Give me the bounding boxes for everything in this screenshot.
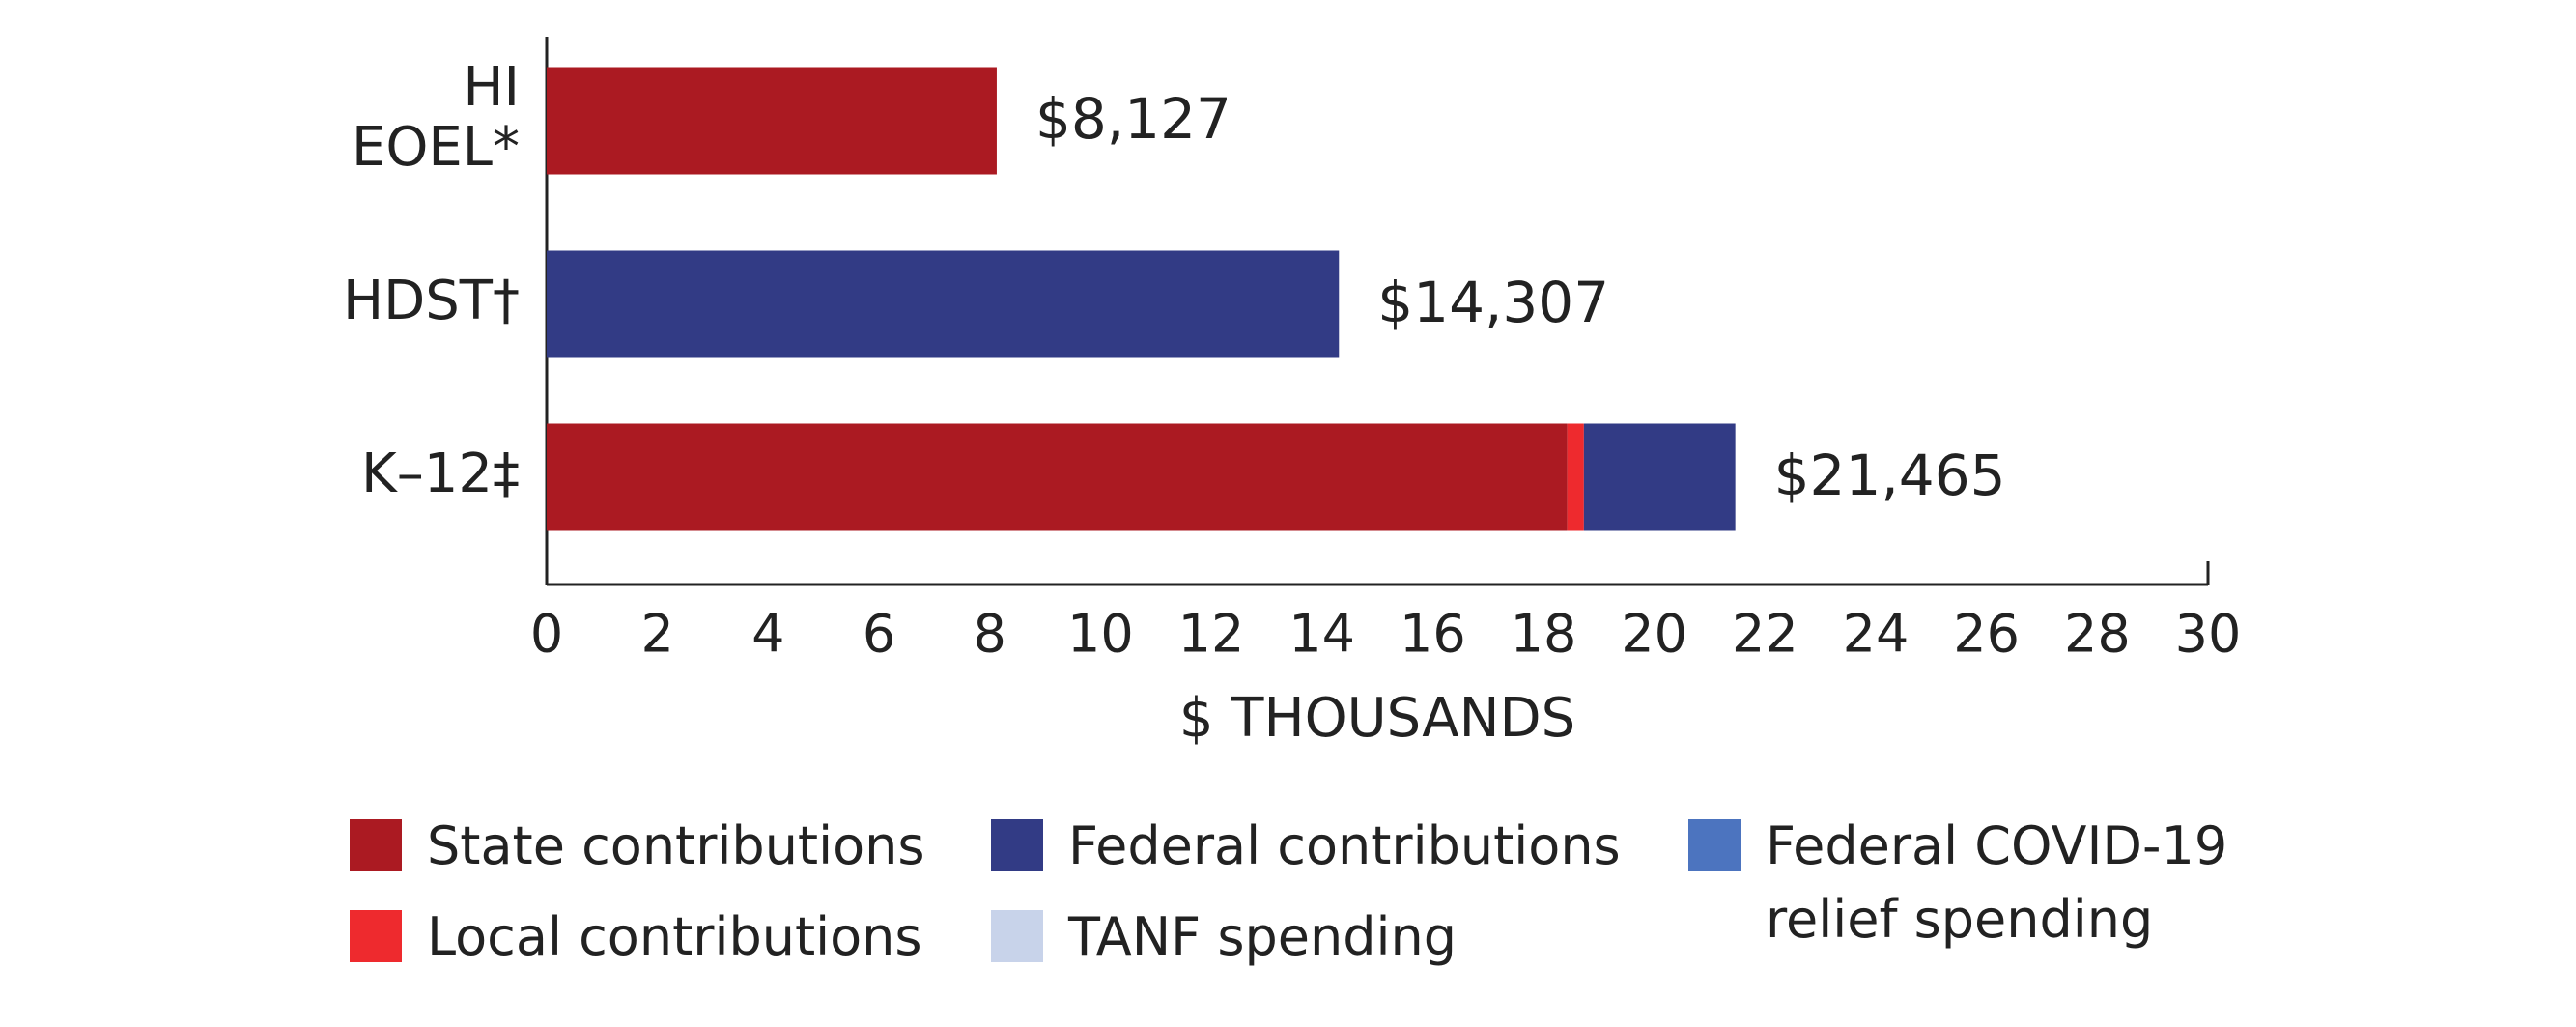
legend-item: Local contributions [350,900,922,974]
x-tick-label: 10 [1067,604,1134,665]
legend-swatch [991,910,1043,962]
legend-label: Local contributions [427,906,922,967]
y-tick-label: K–12‡ [361,442,520,505]
y-tick-label: EOEL* [352,116,520,179]
legend-item: TANF spending [991,900,1457,974]
x-tick-label: 28 [2064,604,2131,665]
y-tick-label: HDST† [343,270,520,332]
value-label: $8,127 [1035,86,1231,152]
chart: $ THOUSANDS 0 2 4 6 8 10 12 14 16 18 20 22 24 26 28 30H… [343,37,2242,750]
legend-swatch [350,819,402,871]
bar-segment [547,67,997,175]
x-tick-label: 18 [1511,604,1577,665]
legend-item: State contributions [350,810,925,883]
legend-item: Federal COVID-19 relief spending [1688,810,2287,956]
x-tick-label: 20 [1621,604,1687,665]
legend-label: Federal contributions [1068,815,1621,876]
x-tick-label: 0 [530,604,563,665]
x-tick-label: 14 [1288,604,1355,665]
x-tick-label: 24 [1843,604,1910,665]
x-tick-label: 16 [1400,604,1466,665]
x-tick-label: 6 [863,604,895,665]
legend-swatch [350,910,402,962]
legend-swatch [1688,819,1741,871]
legend-label: Federal COVID-19 relief spending [1766,815,2228,950]
legend-swatch [991,819,1043,871]
value-label: $21,465 [1774,442,2006,508]
x-tick-label: 8 [973,604,1005,665]
legend-label: TANF spending [1068,906,1457,967]
x-tick-label: 30 [2175,604,2242,665]
bar-segment [1583,423,1736,531]
x-tick-label: 2 [640,604,673,665]
value-label: $14,307 [1377,270,1609,335]
x-tick-label: 12 [1178,604,1245,665]
legend-label: State contributions [427,815,925,876]
y-tick-label: HI [463,56,520,119]
x-tick-label: 26 [1953,604,2020,665]
legend-item: Federal contributions [991,810,1621,883]
bar-segment [547,423,1568,531]
x-axis-label: $ THOUSANDS [1179,687,1575,750]
x-tick-label: 4 [751,604,784,665]
bar-segment [1567,423,1584,531]
x-tick-label: 22 [1732,604,1798,665]
bar-segment [547,250,1340,358]
